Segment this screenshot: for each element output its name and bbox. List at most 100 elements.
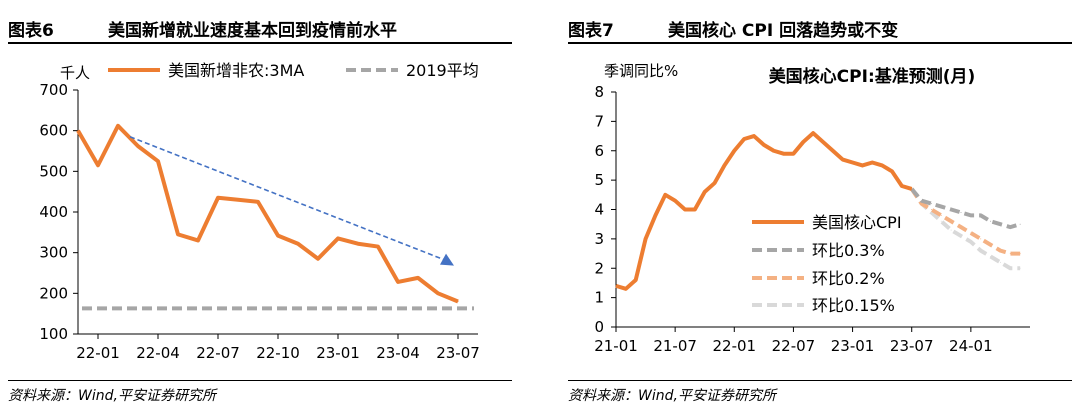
data-point: [980, 214, 982, 216]
data-point: [714, 182, 716, 184]
x-tick-label: 22-01: [76, 344, 120, 362]
data-point: [802, 141, 804, 143]
core-cpi-chart: 0 1 2 3 4 5 6 7 8 21-01 21-07 22-01 22-07 23-01 23-07 2…: [594, 62, 1030, 355]
figure-header: 图表7 美国核心 CPI 回落趋势或不变: [568, 8, 1072, 44]
chart-title: 美国核心CPI:基准预测(月): [769, 66, 976, 87]
y-axis-label: 千人: [60, 64, 90, 82]
data-point: [940, 214, 942, 216]
data-point: [684, 209, 686, 210]
x-tick-label: 23-01: [831, 337, 875, 355]
y-axis-label: 季调同比%: [604, 62, 678, 80]
data-point: [930, 209, 932, 210]
legend-label: 环比0.2%: [812, 269, 885, 288]
x-tick-label: 21-01: [594, 337, 638, 355]
data-point: [97, 164, 99, 166]
trend-arrow-head: [440, 253, 454, 266]
data-point: [1019, 253, 1021, 255]
data-point: [177, 233, 179, 235]
series-line-mom-0-2: [910, 187, 1021, 256]
data-point: [881, 164, 883, 166]
figure-7-panel: 图表7 美国核心 CPI 回落趋势或不变 0 1 2 3 4 5 6 7 8 21-01 21-07…: [560, 0, 1080, 416]
data-point: [635, 279, 637, 281]
data-point: [773, 150, 775, 152]
source-note: 资料来源：Wind,平安证券研究所: [568, 388, 776, 404]
data-point: [733, 150, 735, 152]
x-tick-label: 22-04: [136, 344, 180, 362]
x-tick-label: 21-07: [653, 337, 697, 355]
data-point: [645, 238, 647, 240]
data-point: [337, 237, 339, 239]
data-point: [457, 300, 459, 302]
figure-title: 美国新增就业速度基本回到疫情前水平: [108, 21, 397, 41]
data-point: [852, 162, 854, 163]
data-point: [842, 159, 844, 161]
data-point: [930, 203, 932, 205]
data-point: [950, 209, 952, 210]
data-point: [217, 197, 219, 199]
data-point: [237, 199, 239, 201]
data-point: [397, 281, 399, 283]
data-point: [960, 226, 962, 228]
figure-label: 图表7: [568, 21, 614, 41]
data-point: [357, 243, 359, 245]
y-tick-label: 400: [39, 203, 68, 221]
data-point: [960, 211, 962, 213]
data-point: [783, 153, 785, 155]
data-point: [157, 160, 159, 162]
data-point: [743, 138, 745, 140]
data-point: [970, 214, 972, 216]
figure-header: 图表6 美国新增就业速度基本回到疫情前水平: [8, 8, 512, 44]
data-point: [417, 277, 419, 279]
x-tick-label: 23-07: [890, 337, 934, 355]
y-tick-label: 0: [594, 318, 604, 336]
data-point: [970, 241, 972, 243]
y-tick-label: 5: [594, 171, 604, 189]
data-point: [1009, 253, 1011, 255]
data-point: [77, 130, 79, 132]
trend-arrow-line: [129, 136, 445, 261]
data-point: [980, 250, 982, 252]
legend-label: 环比0.3%: [812, 241, 885, 260]
data-point: [297, 243, 299, 245]
data-point: [940, 220, 942, 222]
data-point: [921, 200, 923, 202]
x-tick-label: 23-01: [316, 344, 360, 362]
data-point: [930, 211, 932, 213]
data-point: [723, 164, 725, 166]
x-tick-label: 23-07: [436, 344, 480, 362]
data-point: [980, 238, 982, 240]
y-tick-label: 200: [39, 284, 68, 302]
figure-6-panel: 图表6 美国新增就业速度基本回到疫情前水平 100 200 300 400 500 600…: [0, 0, 520, 416]
data-point: [625, 288, 627, 290]
figure-label: 图表6: [8, 21, 54, 41]
data-point: [763, 144, 765, 146]
data-point: [117, 125, 119, 127]
data-point: [950, 229, 952, 231]
data-point: [891, 170, 893, 172]
series-line-nonfarm-3ma: [76, 123, 459, 304]
data-point: [940, 206, 942, 208]
y-tick-label: 7: [594, 112, 604, 130]
data-point: [792, 153, 794, 155]
data-point: [1019, 267, 1021, 269]
legend-label: 美国核心CPI: [812, 213, 902, 232]
data-point: [694, 209, 696, 210]
y-tick-label: 2: [594, 259, 604, 277]
x-tick-label: 22-10: [256, 344, 300, 362]
data-point: [999, 250, 1001, 252]
data-point: [664, 194, 666, 196]
figure-title: 美国核心 CPI 回落趋势或不变: [668, 21, 899, 41]
y-tick-label: 700: [39, 81, 68, 99]
data-point: [1009, 226, 1011, 228]
y-tick-label: 600: [39, 122, 68, 140]
data-point: [753, 135, 755, 137]
data-point: [901, 185, 903, 187]
data-point: [654, 214, 656, 216]
data-point: [950, 220, 952, 222]
data-point: [999, 261, 1001, 263]
data-point: [861, 164, 863, 166]
data-point: [990, 256, 992, 257]
data-point: [990, 220, 992, 222]
data-point: [257, 201, 259, 203]
data-point: [822, 141, 824, 143]
